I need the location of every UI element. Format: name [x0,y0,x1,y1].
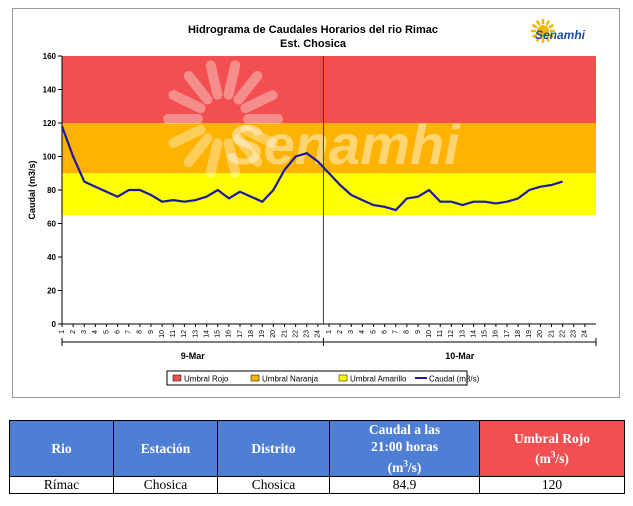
y-tick-label: 160 [43,52,57,61]
x-tick-label: 16 [226,330,233,338]
header-umbral-unit: (m3/s) [535,449,569,467]
x-tick-label: 13 [192,330,199,338]
x-tick-label: 1 [326,330,333,334]
chart-subtitle: Est. Chosica [280,38,347,50]
header-caudal-line2: 21:00 horas [370,439,439,455]
x-tick-label: 4 [92,330,99,334]
header-distrito: Distrito [217,420,330,477]
header-umbral-rojo: Umbral Rojo (m3/s) [479,420,625,477]
x-tick-label: 14 [203,330,210,338]
logo-text: Senamhi [535,28,586,42]
day-label: 10-Mar [445,351,475,361]
watermark-text: Senamhi [226,113,461,176]
legend-label: Umbral Amarillo [350,375,407,384]
y-tick-label: 0 [52,320,57,329]
x-tick-label: 22 [559,330,566,338]
header-rio: Rio [9,420,114,477]
x-tick-label: 18 [248,330,255,338]
chart-svg: Hidrograma de Caudales Horarios del rio … [27,19,597,386]
x-tick-label: 13 [459,330,466,338]
legend-swatch [338,374,348,382]
x-tick-label: 19 [526,330,533,338]
x-tick-label: 22 [292,330,299,338]
x-tick-label: 2 [70,330,77,334]
y-tick-label: 60 [47,220,56,229]
y-tick-label: 20 [47,287,56,296]
table-row: Rímac Chosica Chosica 84.9 120 [9,476,625,494]
x-tick-label: 10 [426,330,433,338]
series-line-caudal [60,125,563,212]
x-tick-label: 15 [215,330,222,338]
cell-umbral: 120 [479,476,625,494]
x-tick-label: 6 [114,330,121,334]
x-tick-label: 12 [448,330,455,338]
x-tick-label: 21 [548,330,555,338]
cell-distrito: Chosica [217,476,330,494]
x-tick-label: 8 [137,330,144,334]
x-tick-label: 5 [370,330,377,334]
x-tick-label: 23 [304,330,311,338]
cell-estacion: Chosica [113,476,218,494]
x-tick-label: 12 [181,330,188,338]
x-tick-label: 16 [493,330,500,338]
logo-sun-center [537,25,549,37]
flow-summary-table: Rio Estación Distrito Caudal a las 21:00… [9,420,625,494]
header-caudal: Caudal a las 21:00 horas (m3/s) [329,420,480,477]
y-axis-label: Caudal (m3/s) [27,160,37,219]
legend-swatch [172,374,182,382]
cell-rio: Rímac [9,476,114,494]
x-tick-label: 4 [359,330,366,334]
y-tick-label: 80 [47,186,56,195]
x-tick-label: 20 [537,330,544,338]
cell-caudal: 84.9 [329,476,480,494]
y-tick-label: 140 [43,86,57,95]
y-tick-label: 120 [43,119,57,128]
header-caudal-unit: (m3/s) [387,458,422,475]
x-tick-label: 10 [159,330,166,338]
x-tick-label: 3 [81,330,88,334]
x-tick-label: 17 [237,330,244,338]
legend-box [166,370,468,386]
x-tick-label: 23 [571,330,578,338]
x-tick-label: 2 [337,330,344,334]
watermark-sun-icon [163,60,283,178]
x-tick-label: 24 [582,330,589,338]
senamhi-logo-icon [531,19,555,43]
x-tick-label: 1 [59,330,66,334]
x-tick-label: 8 [404,330,411,334]
header-caudal-line1: Caudal a las [368,422,441,438]
band-umbral-amarillo [62,173,596,216]
day-label: 9-Mar [181,351,206,361]
band-umbral-naranja [62,123,596,174]
x-tick-label: 21 [281,330,288,338]
x-tick-label: 18 [515,330,522,338]
x-tick-label: 7 [393,330,400,334]
header-umbral-line1: Umbral Rojo [513,430,591,446]
y-tick-label: 100 [43,153,57,162]
legend-swatch [250,374,260,382]
x-tick-label: 7 [126,330,133,334]
band-umbral-rojo [62,56,596,123]
x-tick-label: 9 [415,330,422,334]
x-tick-label: 24 [315,330,322,338]
x-tick-label: 9 [148,330,155,334]
hydrograph-chart: Hidrograma de Caudales Horarios del rio … [12,8,620,398]
x-tick-label: 17 [504,330,511,338]
x-tick-label: 5 [103,330,110,334]
table-header-row: Rio Estación Distrito Caudal a las 21:00… [9,420,625,477]
x-tick-label: 20 [270,330,277,338]
x-tick-label: 19 [259,330,266,338]
legend-label: Umbral Rojo [184,375,229,384]
legend-label: Umbral Naranja [262,375,319,384]
y-tick-label: 40 [47,253,56,262]
legend-label: Caudal (m3/s) [429,375,480,384]
x-tick-label: 11 [170,330,177,337]
chart-title: Hidrograma de Caudales Horarios del rio … [188,24,438,36]
header-estacion: Estación [113,420,218,477]
x-tick-label: 6 [381,330,388,334]
x-tick-label: 11 [437,330,444,337]
x-tick-label: 15 [482,330,489,338]
x-tick-label: 14 [470,330,477,338]
x-tick-label: 3 [348,330,355,334]
